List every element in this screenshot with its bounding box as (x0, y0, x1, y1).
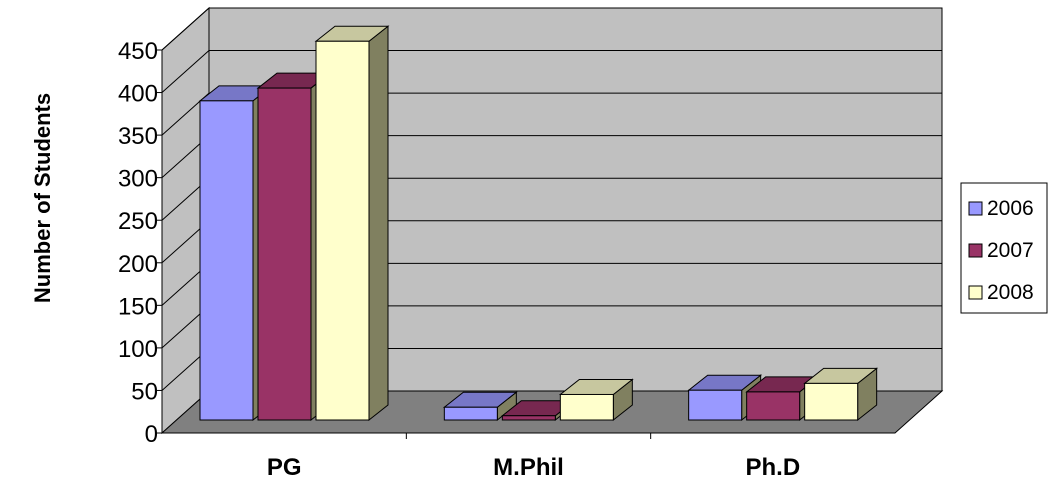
x-tick-label: M.Phil (493, 454, 564, 477)
legend-swatch (968, 201, 983, 216)
bar-front (501, 415, 556, 421)
bar-side (368, 25, 389, 422)
gridline (161, 7, 942, 51)
y-tick-label: 50 (131, 378, 158, 405)
legend-label: 2007 (987, 239, 1034, 262)
legend: 2006 2007 2008 (960, 182, 1048, 314)
bar (803, 367, 879, 422)
legend-label: 2008 (987, 281, 1034, 304)
bar-front (746, 391, 801, 421)
y-tick-label: 350 (118, 123, 158, 150)
bar-front (315, 40, 370, 421)
gridline (161, 50, 942, 93)
bar (687, 374, 763, 422)
y-tick-label: 200 (118, 251, 158, 278)
bar (314, 25, 390, 422)
y-tick-label: 300 (118, 166, 158, 193)
legend-swatch (968, 243, 983, 258)
x-tick-label: PG (267, 454, 302, 477)
bar (558, 378, 634, 422)
y-tick-label: 250 (118, 208, 158, 235)
bar-front (688, 389, 743, 421)
y-tick-label: 400 (118, 81, 158, 108)
y-tick-label: 150 (118, 293, 158, 320)
bar (442, 391, 518, 422)
bars (198, 25, 879, 422)
axes: 0 50 100 150 200 250 300 350 400 450 PG M.Phil Ph.D (118, 38, 895, 477)
bar-front (804, 382, 859, 421)
y-tick-label: 450 (118, 38, 158, 65)
bar-front (199, 100, 254, 421)
legend-label: 2006 (987, 197, 1034, 220)
bar-front (257, 87, 312, 421)
y-tick-label: 0 (145, 421, 158, 448)
x-tick-label: Ph.D (745, 454, 800, 477)
y-tick-label: 100 (118, 336, 158, 363)
bar-front (559, 393, 614, 421)
bar-front (443, 406, 498, 421)
y-axis-label: Number of Students (30, 93, 55, 303)
legend-swatch (968, 285, 983, 300)
